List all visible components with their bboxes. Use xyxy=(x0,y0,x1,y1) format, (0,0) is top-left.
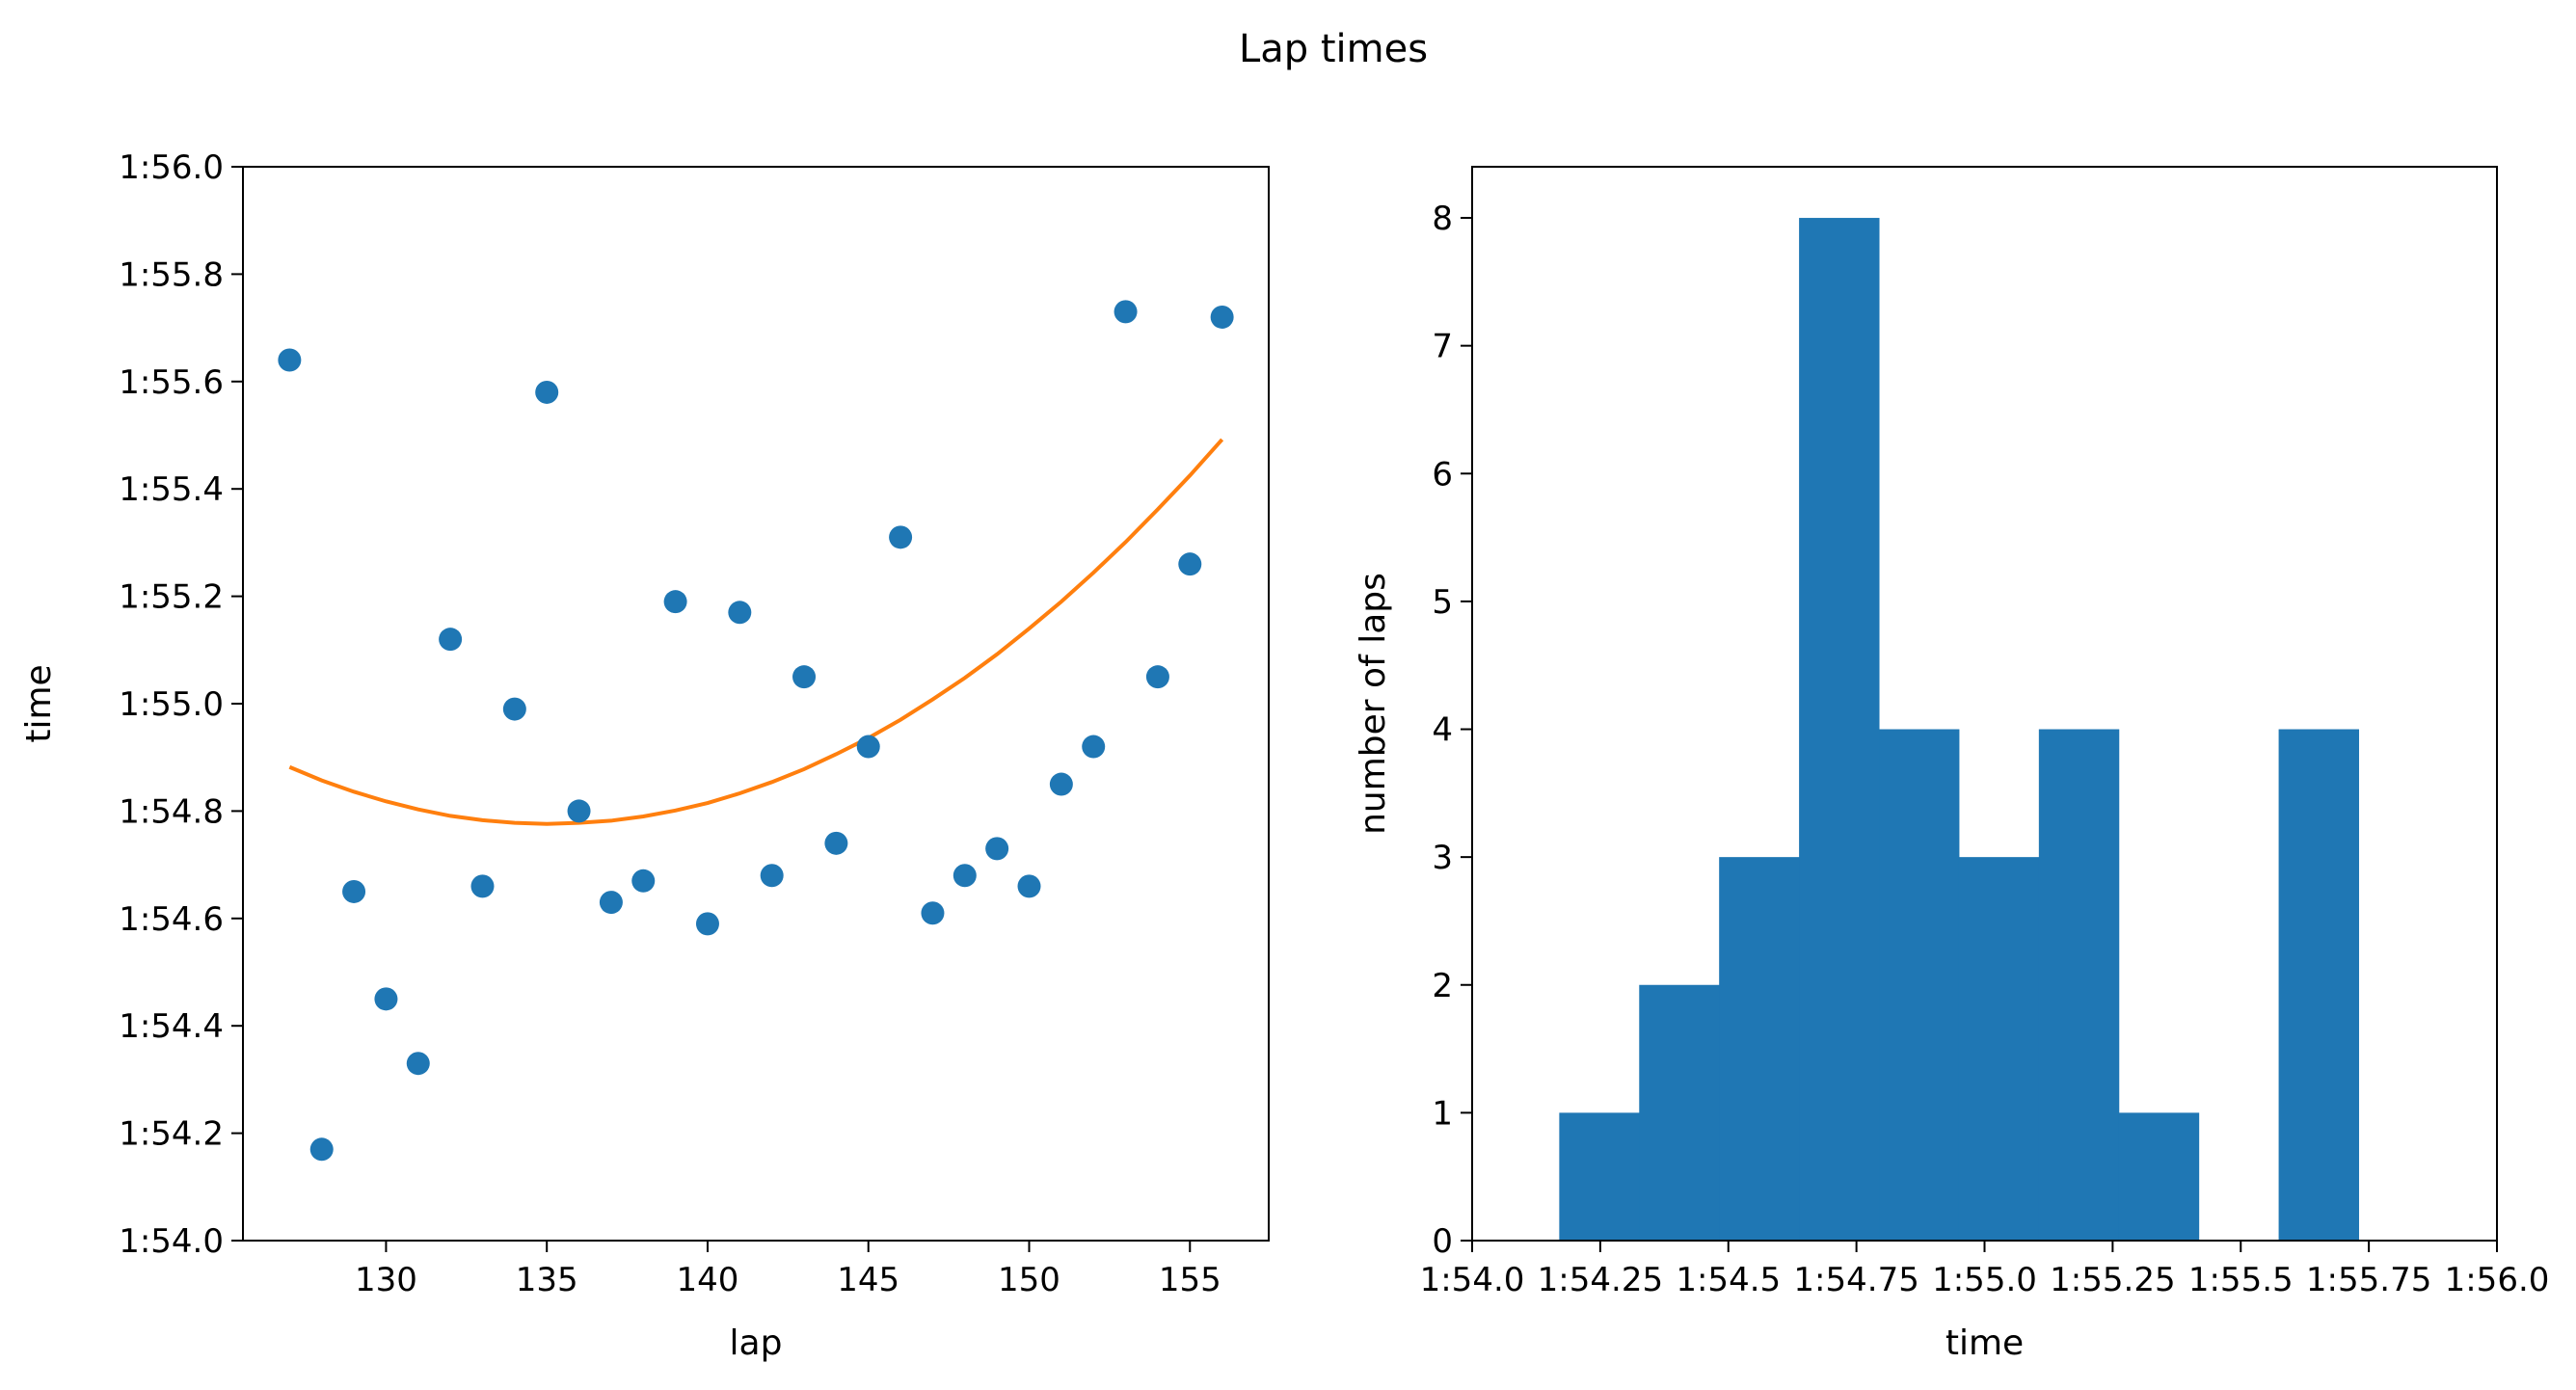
scatter-point xyxy=(439,628,463,652)
x-tick-label: 150 xyxy=(998,1261,1060,1299)
scatter-point xyxy=(985,837,1009,861)
y-tick-label: 1:55.0 xyxy=(119,685,224,724)
scatter-x-axis-label: lap xyxy=(730,1323,783,1363)
histogram-bar xyxy=(2278,729,2359,1241)
scatter-point xyxy=(953,864,977,888)
scatter-point xyxy=(631,869,656,893)
scatter-point xyxy=(1145,665,1169,689)
scatter-panel: 130 135 140 145 150 155 1:54.01:54.21:54.41:5… xyxy=(19,148,1270,1363)
scatter-point xyxy=(792,665,817,689)
y-tick-label: 1:55.6 xyxy=(119,363,224,402)
scatter-point xyxy=(342,879,366,903)
histogram-x-axis-label: time xyxy=(1945,1323,2024,1363)
fit-curve-layer xyxy=(288,438,1224,826)
y-tick-label: 1:54.4 xyxy=(119,1007,224,1046)
y-tick-label: 2 xyxy=(1432,967,1453,1005)
x-tick-label: 1:55.75 xyxy=(2306,1261,2431,1299)
histogram-y-axis-label: number of laps xyxy=(1354,573,1393,835)
scatter-point xyxy=(1114,300,1138,324)
y-tick-label: 5 xyxy=(1432,583,1453,622)
histogram-bar xyxy=(2118,1112,2200,1241)
scatter-point xyxy=(599,891,623,915)
scatter-point xyxy=(278,348,302,372)
histogram-bar xyxy=(1639,984,1720,1241)
y-tick-label: 1:55.8 xyxy=(119,255,224,294)
histogram-x-ticks: 1:54.0 1:54.25 1:54.5 1:54.75 1:55.0 1:55.25 1… xyxy=(1420,1241,2550,1299)
x-tick-label: 1:55.0 xyxy=(1932,1261,2037,1299)
histogram-bar xyxy=(1719,857,1800,1241)
histogram-panel: 1:54.0 1:54.25 1:54.5 1:54.75 1:55.0 1:55.25 1… xyxy=(1354,166,2550,1363)
x-tick-label: 1:55.5 xyxy=(2188,1261,2294,1299)
x-tick-label: 1:54.25 xyxy=(1538,1261,1663,1299)
scatter-point xyxy=(921,901,945,925)
scatter-point xyxy=(1017,874,1041,898)
histogram-bar xyxy=(2038,729,2120,1241)
x-tick-label: 1:54.5 xyxy=(1676,1261,1781,1299)
scatter-point xyxy=(824,831,848,855)
x-tick-label: 130 xyxy=(355,1261,417,1299)
x-tick-label: 1:54.0 xyxy=(1420,1261,1525,1299)
histogram-bar xyxy=(1799,218,1880,1241)
histogram-bar xyxy=(1559,1112,1640,1241)
histogram-bar xyxy=(1879,729,1960,1241)
scatter-point xyxy=(889,525,913,549)
scatter-point xyxy=(1178,552,1202,576)
scatter-point xyxy=(1082,735,1106,759)
x-tick-label: 140 xyxy=(677,1261,739,1299)
y-tick-label: 1:56.0 xyxy=(119,148,224,187)
scatter-point xyxy=(856,735,880,759)
y-tick-label: 1:54.6 xyxy=(119,900,224,939)
x-tick-label: 145 xyxy=(837,1261,899,1299)
scatter-point xyxy=(663,590,687,614)
scatter-point xyxy=(470,874,495,898)
scatter-point xyxy=(728,601,752,625)
scatter-point xyxy=(374,987,398,1011)
y-tick-label: 1:54.2 xyxy=(119,1115,224,1154)
x-tick-label: 1:55.25 xyxy=(2050,1261,2175,1299)
y-tick-label: 8 xyxy=(1432,200,1453,238)
x-tick-label: 155 xyxy=(1159,1261,1221,1299)
scatter-point xyxy=(567,799,591,823)
y-tick-label: 1:54.8 xyxy=(119,792,224,831)
y-tick-label: 6 xyxy=(1432,455,1453,494)
x-tick-label: 1:54.75 xyxy=(1793,1261,1919,1299)
scatter-points-layer xyxy=(278,300,1234,1162)
scatter-point xyxy=(406,1052,430,1076)
scatter-point xyxy=(309,1137,334,1162)
scatter-y-ticks: 1:54.0 1:54.2 1:54.4 1:54.6 1:54.8 1:55.0 1:55… xyxy=(119,148,243,1261)
scatter-point xyxy=(502,697,526,721)
scatter-point xyxy=(1210,305,1234,329)
x-tick-label: 1:56.0 xyxy=(2445,1261,2550,1299)
fit-curve-line xyxy=(288,438,1224,826)
y-tick-label: 7 xyxy=(1432,328,1453,366)
y-tick-label: 1:54.0 xyxy=(119,1222,224,1261)
y-tick-label: 0 xyxy=(1432,1222,1453,1261)
y-tick-label: 3 xyxy=(1432,839,1453,877)
y-tick-label: 1:55.2 xyxy=(119,578,224,617)
histogram-bars-layer xyxy=(1559,218,2359,1241)
y-tick-label: 1:55.4 xyxy=(119,470,224,509)
figure-title: Lap times xyxy=(1239,27,1428,71)
y-tick-label: 1 xyxy=(1432,1094,1453,1133)
scatter-point xyxy=(535,380,559,404)
x-tick-label: 135 xyxy=(516,1261,578,1299)
scatter-y-axis-label: time xyxy=(19,664,59,742)
y-tick-label: 4 xyxy=(1432,711,1453,750)
histogram-bar xyxy=(1958,857,2040,1241)
histogram-y-ticks: 0 1 2 3 4 5 6 7 8 xyxy=(1432,200,1472,1261)
scatter-point xyxy=(695,912,719,936)
scatter-x-ticks: 130 135 140 145 150 155 xyxy=(355,1241,1221,1299)
scatter-point xyxy=(1049,772,1073,796)
scatter-point xyxy=(760,864,784,888)
